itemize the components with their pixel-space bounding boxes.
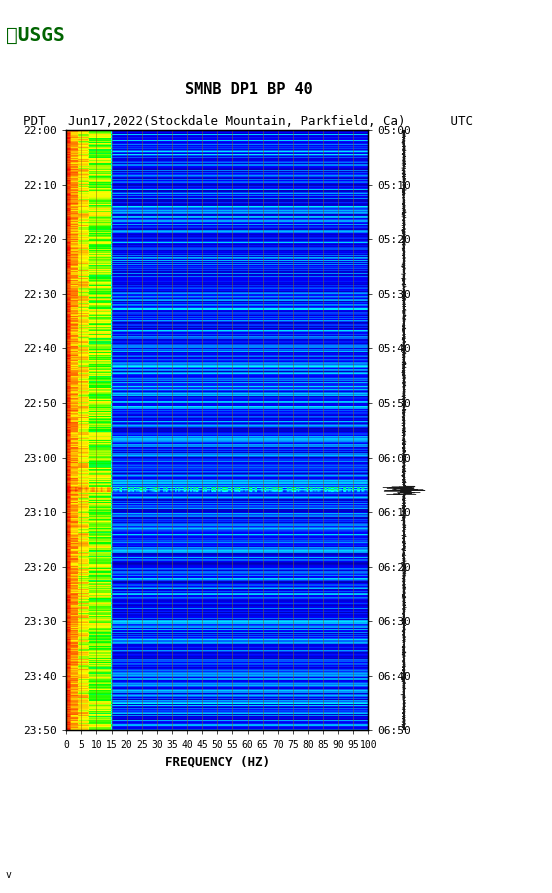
Text: ⊿USGS: ⊿USGS — [6, 26, 64, 46]
Text: PDT   Jun17,2022(Stockdale Mountain, Parkfield, Ca)      UTC: PDT Jun17,2022(Stockdale Mountain, Parkf… — [23, 114, 474, 128]
Text: v: v — [6, 870, 12, 880]
X-axis label: FREQUENCY (HZ): FREQUENCY (HZ) — [165, 755, 270, 768]
Text: SMNB DP1 BP 40: SMNB DP1 BP 40 — [184, 81, 312, 96]
